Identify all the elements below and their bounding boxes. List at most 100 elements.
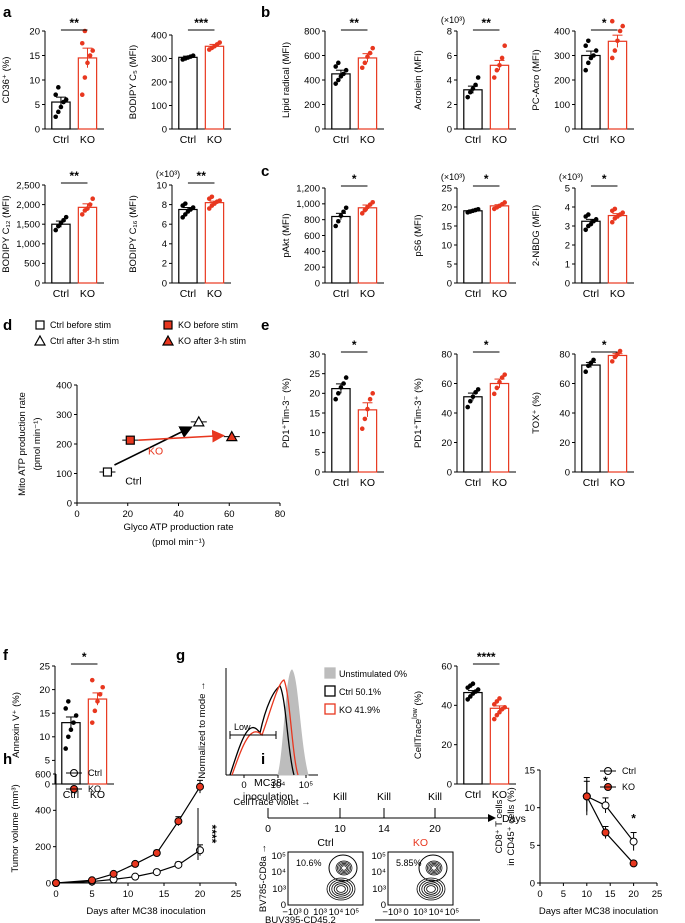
data-point-ko (100, 684, 106, 690)
y-tick-label: 600 (35, 769, 51, 780)
category-label: Ctrl (465, 477, 481, 489)
y-tick-label: 5 (447, 259, 452, 270)
category-label: Ctrl (583, 288, 599, 300)
series-point-ctrl (131, 872, 140, 881)
data-point-ko (85, 206, 90, 211)
data-point-ctrl (583, 369, 589, 375)
data-point-ko (615, 351, 620, 357)
data-point-ko (494, 385, 500, 391)
category-label: Ctrl (53, 134, 69, 146)
bar-chart-e-11: 0 5 10 15 20 25 30 PD1⁺Tim-3⁻ (%) Ctrl KO * (281, 338, 384, 489)
data-point-ko (502, 705, 508, 710)
line-chart-i: CD8⁺ T cells in CD45⁺ cells (%) (494, 767, 658, 886)
y-tick-label: 8 (162, 200, 167, 211)
flow-plot-title: KO (413, 837, 428, 849)
density-contour (328, 879, 353, 899)
x-tick-label: 10 (582, 889, 593, 900)
timeline-tick-label: 0 (265, 823, 271, 835)
y-tick-label: 0 (565, 467, 570, 478)
data-point-ctrl (586, 60, 591, 66)
data-point-ko (359, 65, 365, 71)
y-axis-label: Acrolein (MFI) (413, 50, 424, 110)
flow-plot-frame (287, 851, 364, 906)
data-point-ctrl (63, 97, 69, 102)
timeline-event: Kill (377, 791, 391, 803)
density-contour (337, 861, 351, 875)
x-axis-label: BUV395-CD45.2 (265, 915, 336, 923)
category-label: KO (360, 288, 375, 300)
y-tick-label: 400 (304, 247, 320, 258)
y-tick-label: 10⁵ (371, 851, 386, 862)
series-point-ctrl (174, 860, 183, 869)
y-axis-label: Tumor volume (mm³) (10, 784, 21, 872)
axis-multiplier: (×10³) (156, 169, 180, 179)
y-axis-label: Lipid radical (MFI) (281, 42, 292, 118)
data-point-ko (365, 406, 370, 412)
category-label: Ctrl (333, 477, 349, 489)
data-point-ctrl (56, 85, 61, 90)
ctrl-histogram (229, 685, 295, 776)
data-point-ctrl (343, 205, 349, 211)
x-tick-label: 60 (224, 509, 235, 520)
flow-plot-percentage: 5.85% (396, 858, 422, 868)
x-tick-label: 25 (652, 889, 663, 900)
y-tick-label: 10 (524, 803, 535, 814)
data-point-ctrl (468, 89, 473, 95)
legend-swatch (324, 667, 336, 679)
data-point-ctrl (61, 217, 66, 223)
ctrl-annotation: Ctrl (125, 476, 141, 488)
data-point-ko (217, 198, 223, 203)
data-point-ko (89, 677, 95, 683)
data-point-ctrl (465, 697, 471, 702)
data-point-ko (79, 40, 85, 46)
data-point-ko (367, 50, 373, 56)
data-point-ko (90, 48, 96, 53)
y-tick-label: 40 (441, 701, 452, 712)
density-contour (331, 881, 351, 897)
density-contour (431, 865, 437, 871)
point-ko-before-stim (125, 435, 135, 445)
y-axis-label: CD36⁺ (%) (1, 57, 12, 104)
y-tick-label: 10 (441, 240, 452, 251)
y-tick-label: 15 (39, 709, 50, 720)
x-tick-label: 10³ (313, 907, 327, 918)
x-tick-label: 0 (537, 889, 542, 900)
data-point-ko (502, 43, 508, 48)
bar-chart-e-13: 0 20 40 60 80 TOX⁺ (%) Ctrl KO * (531, 338, 634, 489)
bar-ko (607, 354, 628, 473)
category-label: Ctrl (465, 789, 481, 801)
bar-ko (489, 205, 510, 284)
y-tick-label: 6 (162, 220, 167, 231)
data-point-ctrl (63, 214, 69, 220)
density-contour (429, 864, 439, 872)
y-tick-label: 1,500 (16, 220, 40, 231)
data-point-ko (491, 702, 497, 707)
legend-marker (161, 334, 175, 346)
data-point-ko (362, 207, 368, 213)
data-point-ctrl (53, 227, 59, 233)
low-gate-label: Low (234, 722, 251, 732)
data-point-ctrl (73, 713, 79, 718)
y-tick-label: 0 (315, 124, 320, 135)
scatter-chart-d: 0 100 200 300 400 0 20 40 60 80 Mito ATP productio… (17, 320, 285, 520)
y-tick-label: 4 (447, 75, 452, 86)
series-point-ko (131, 859, 140, 868)
data-point-ko (89, 720, 95, 725)
bar-ctrl (581, 54, 601, 130)
category-label: Ctrl (583, 134, 599, 146)
ko-histogram (231, 679, 299, 776)
density-contour (421, 881, 441, 897)
y-axis-unit: (pmol min⁻¹) (32, 417, 43, 470)
series-point-ko (52, 879, 60, 887)
significance-label: * (82, 650, 87, 664)
data-point-ko (209, 194, 215, 200)
category-label: Ctrl (465, 134, 481, 146)
panel-label-g: g (176, 647, 185, 664)
y-tick-label: 20 (441, 740, 452, 751)
data-point-ctrl (341, 209, 346, 215)
y-axis-label: pS6 (MFI) (413, 214, 424, 256)
y-tick-label: 0 (565, 278, 570, 289)
legend-label: KO after 3-h stim (178, 336, 246, 346)
data-point-ctrl (183, 201, 188, 206)
y-label-suffix: (%) (413, 691, 424, 708)
